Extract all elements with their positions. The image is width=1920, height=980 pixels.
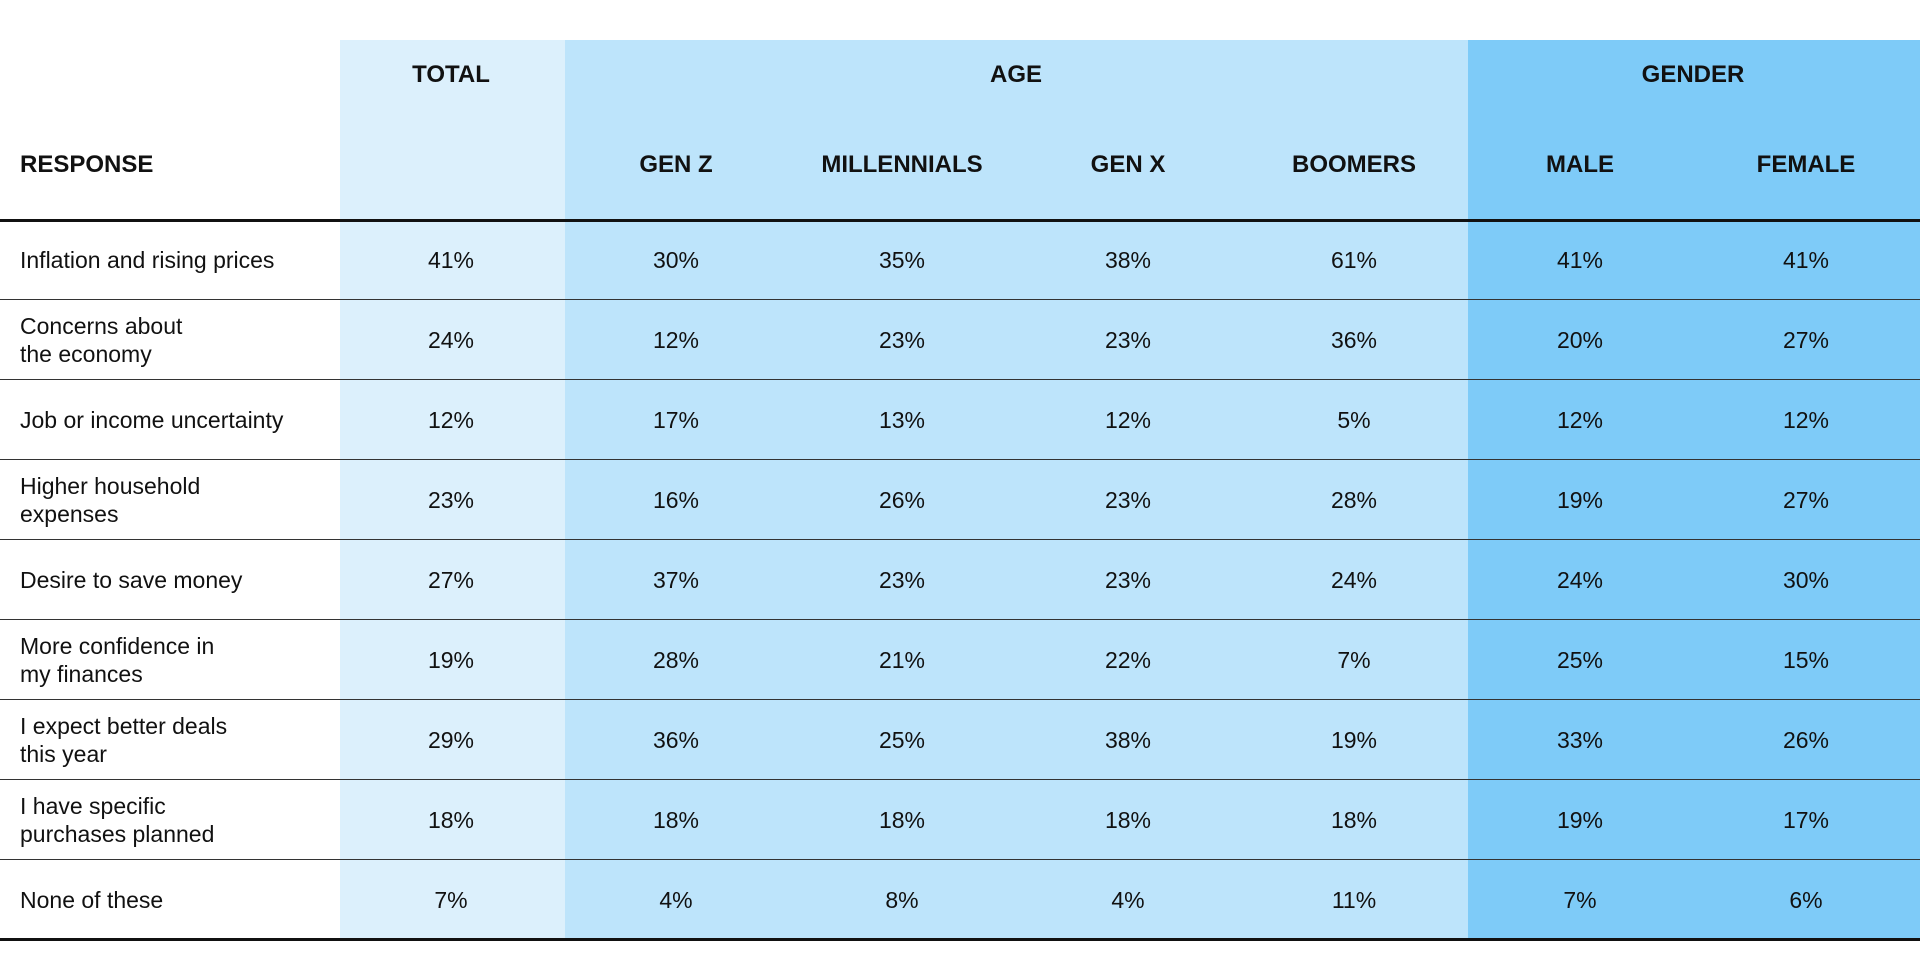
row-label: Job or income uncertainty (20, 407, 284, 433)
table-cell: 23% (1104, 486, 1152, 513)
table-cell: 15% (1782, 646, 1830, 673)
total-column-band (340, 40, 565, 940)
table-cell: 6% (1789, 886, 1823, 913)
row-divider (0, 459, 1920, 460)
column-header-gen-x: GEN X (1090, 151, 1166, 178)
table-cell: 24% (1330, 566, 1378, 593)
header-divider (0, 219, 1920, 222)
table-cell: 8% (885, 886, 919, 913)
table-cell: 20% (1556, 326, 1604, 353)
table-cell: 12% (1556, 406, 1604, 433)
table-cell: 36% (652, 726, 700, 753)
table-cell: 19% (427, 646, 475, 673)
column-header-female: FEMALE (1756, 151, 1856, 178)
table-cell: 28% (1330, 486, 1378, 513)
column-header-male: MALE (1546, 151, 1614, 178)
table-cell: 12% (1104, 406, 1152, 433)
row-label: More confidence in my finances (20, 633, 215, 687)
table-cell: 18% (652, 806, 700, 833)
row-label: Higher household expenses (20, 473, 201, 527)
row-divider (0, 379, 1920, 380)
row-label: None of these (20, 887, 164, 913)
table-cell: 23% (427, 486, 475, 513)
row-label: Inflation and rising prices (20, 247, 275, 273)
row-divider (0, 299, 1920, 300)
table-cell: 23% (1104, 326, 1152, 353)
row-divider (0, 859, 1920, 860)
table-cell: 30% (652, 246, 700, 273)
table-cell: 36% (1330, 326, 1378, 353)
table-cell: 27% (1782, 486, 1830, 513)
row-label: I have specific purchases planned (20, 793, 215, 847)
table-cell: 24% (427, 326, 475, 353)
table-cell: 13% (878, 406, 926, 433)
table-cell: 4% (1111, 886, 1145, 913)
row-divider (0, 779, 1920, 780)
table-cell: 17% (1782, 806, 1830, 833)
table-cell: 26% (1782, 726, 1830, 753)
table-cell: 16% (652, 486, 700, 513)
table-cell: 21% (878, 646, 926, 673)
table-cell: 30% (1782, 566, 1830, 593)
table-cell: 12% (1782, 406, 1830, 433)
table-cell: 24% (1556, 566, 1604, 593)
table-bottom-rule (0, 938, 1920, 941)
table-cell: 23% (878, 326, 926, 353)
table-cell: 41% (1556, 246, 1604, 273)
column-header-millennials: MILLENNIALS (821, 151, 983, 178)
table-cell: 5% (1337, 406, 1371, 433)
table-cell: 19% (1330, 726, 1378, 753)
table-cell: 18% (427, 806, 475, 833)
table-cell: 17% (652, 406, 700, 433)
table-cell: 28% (652, 646, 700, 673)
table-cell: 25% (878, 726, 926, 753)
table-cell: 19% (1556, 806, 1604, 833)
group-header-age: AGE (989, 61, 1042, 88)
table-cell: 4% (659, 886, 693, 913)
row-label: I expect better deals this year (20, 713, 228, 767)
table-cell: 11% (1331, 886, 1377, 913)
table-cell: 33% (1556, 726, 1604, 753)
age-column-band (565, 40, 1468, 940)
table-cell: 38% (1104, 246, 1152, 273)
table-cell: 7% (1563, 886, 1597, 913)
table-cell: 35% (878, 246, 926, 273)
table-cell: 27% (427, 566, 475, 593)
table-cell: 41% (427, 246, 475, 273)
table-cell: 41% (1782, 246, 1830, 273)
table-cell: 26% (878, 486, 926, 513)
row-divider (0, 699, 1920, 700)
table-cell: 25% (1556, 646, 1604, 673)
table-cell: 19% (1556, 486, 1604, 513)
table-cell: 38% (1104, 726, 1152, 753)
table-cell: 61% (1330, 246, 1378, 273)
response-header: RESPONSE (20, 151, 154, 178)
row-label: Desire to save money (20, 567, 243, 593)
table-cell: 18% (1330, 806, 1378, 833)
group-header-gender: GENDER (1641, 61, 1745, 88)
row-divider (0, 539, 1920, 540)
table-cell: 37% (652, 566, 700, 593)
table-cell: 18% (1104, 806, 1152, 833)
table-cell: 7% (1337, 646, 1371, 673)
gender-column-band (1468, 40, 1920, 940)
table-cell: 22% (1104, 646, 1152, 673)
row-label: Concerns about the economy (20, 313, 183, 367)
column-header-boomers: BOOMERS (1291, 151, 1416, 178)
table-cell: 23% (1104, 566, 1152, 593)
table-cell: 12% (652, 326, 700, 353)
table-cell: 23% (878, 566, 926, 593)
table-cell: 29% (427, 726, 475, 753)
row-divider (0, 619, 1920, 620)
column-header-gen-z: GEN Z (639, 151, 713, 178)
table-cell: 27% (1782, 326, 1830, 353)
table-cell: 12% (427, 406, 475, 433)
group-header-total: TOTAL (412, 61, 490, 88)
table-cell: 7% (434, 886, 468, 913)
table-cell: 18% (878, 806, 926, 833)
